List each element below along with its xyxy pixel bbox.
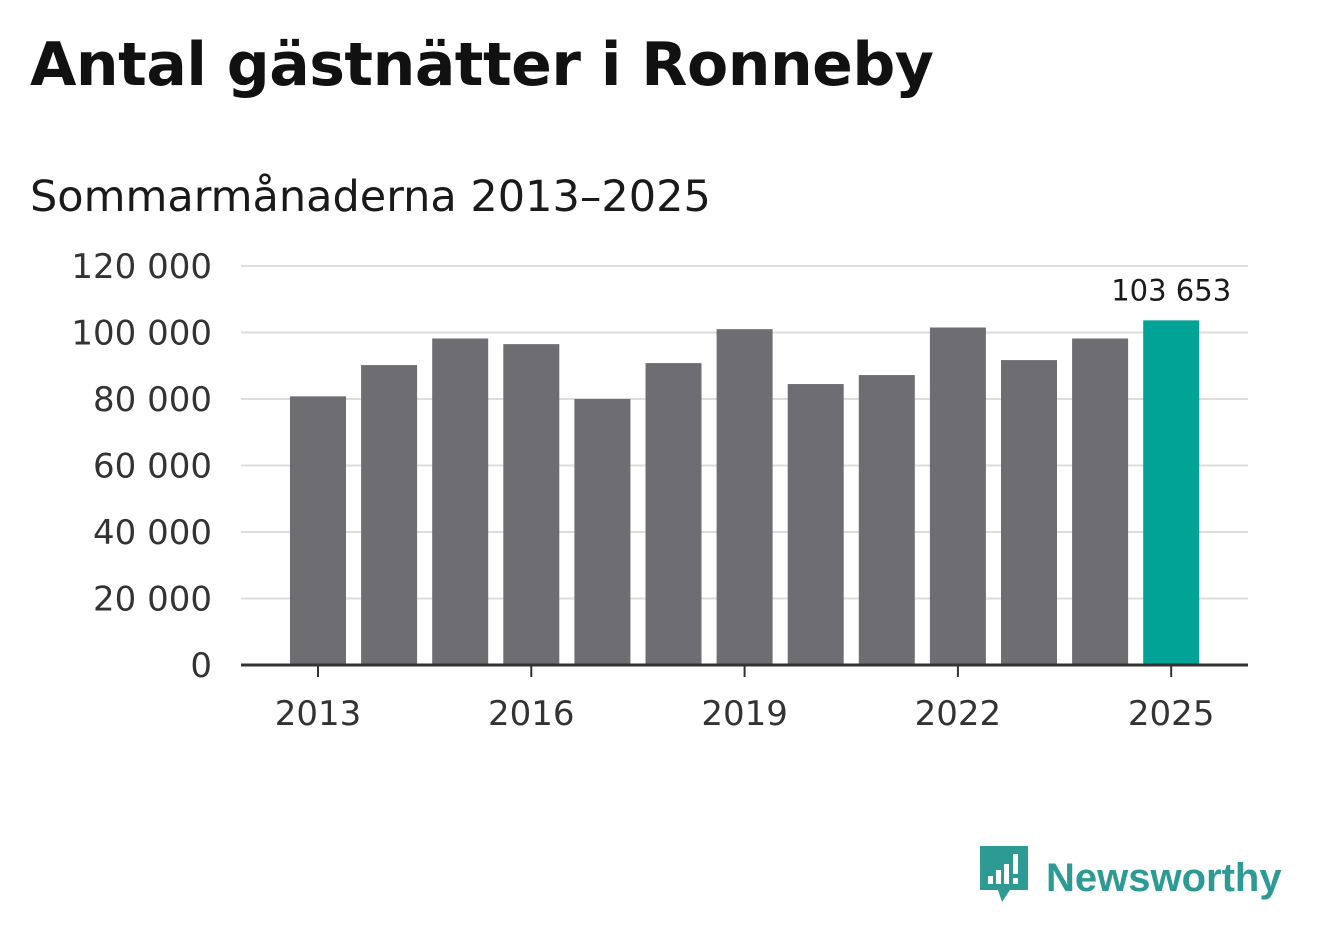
bar-2023 <box>1001 360 1057 665</box>
x-tick-label: 2022 <box>915 694 1002 734</box>
brand-name: Newsworthy <box>1046 855 1282 900</box>
data-label: 103 653 <box>1111 273 1231 307</box>
x-tick-label: 2019 <box>701 694 788 734</box>
bar-2014 <box>361 365 418 665</box>
bar-2024 <box>1072 338 1129 665</box>
y-tick-label: 0 <box>190 646 212 686</box>
bars <box>290 320 1200 665</box>
x-tick-label: 2025 <box>1128 694 1215 734</box>
newsworthy-logo-icon <box>980 846 1028 902</box>
y-tick-label: 60 000 <box>93 447 212 487</box>
bar-2025 <box>1143 320 1200 665</box>
x-axis-tick-labels: 2013 2016 2019 2022 2025 <box>275 665 1215 734</box>
bar-2019 <box>716 329 773 665</box>
data-labels: 103 653 <box>1111 273 1231 307</box>
y-tick-label: 100 000 <box>71 314 212 354</box>
chart-subtitle: Sommarmånaderna 2013–2025 <box>30 172 711 222</box>
x-tick-label: 2013 <box>275 694 362 734</box>
bar-2022 <box>929 327 986 665</box>
chart-title: Antal gästnätter i Ronneby <box>30 30 934 100</box>
y-tick-label: 20 000 <box>93 580 212 620</box>
bar-2021 <box>858 375 915 665</box>
bar-2020 <box>787 384 844 665</box>
bar-2015 <box>432 338 489 665</box>
y-tick-label: 120 000 <box>71 247 212 287</box>
bar-2013 <box>290 396 346 665</box>
y-axis-tick-labels: 0 20 000 40 000 60 000 80 000 100 000 120 000 <box>71 247 212 686</box>
bar-2018 <box>645 363 702 665</box>
y-tick-label: 40 000 <box>93 513 212 553</box>
newsworthy-logo: Newsworthy <box>980 846 1282 910</box>
bar-2017 <box>574 399 631 665</box>
bar-2016 <box>503 344 560 665</box>
y-tick-label: 80 000 <box>93 380 212 420</box>
x-tick-label: 2016 <box>488 694 575 734</box>
